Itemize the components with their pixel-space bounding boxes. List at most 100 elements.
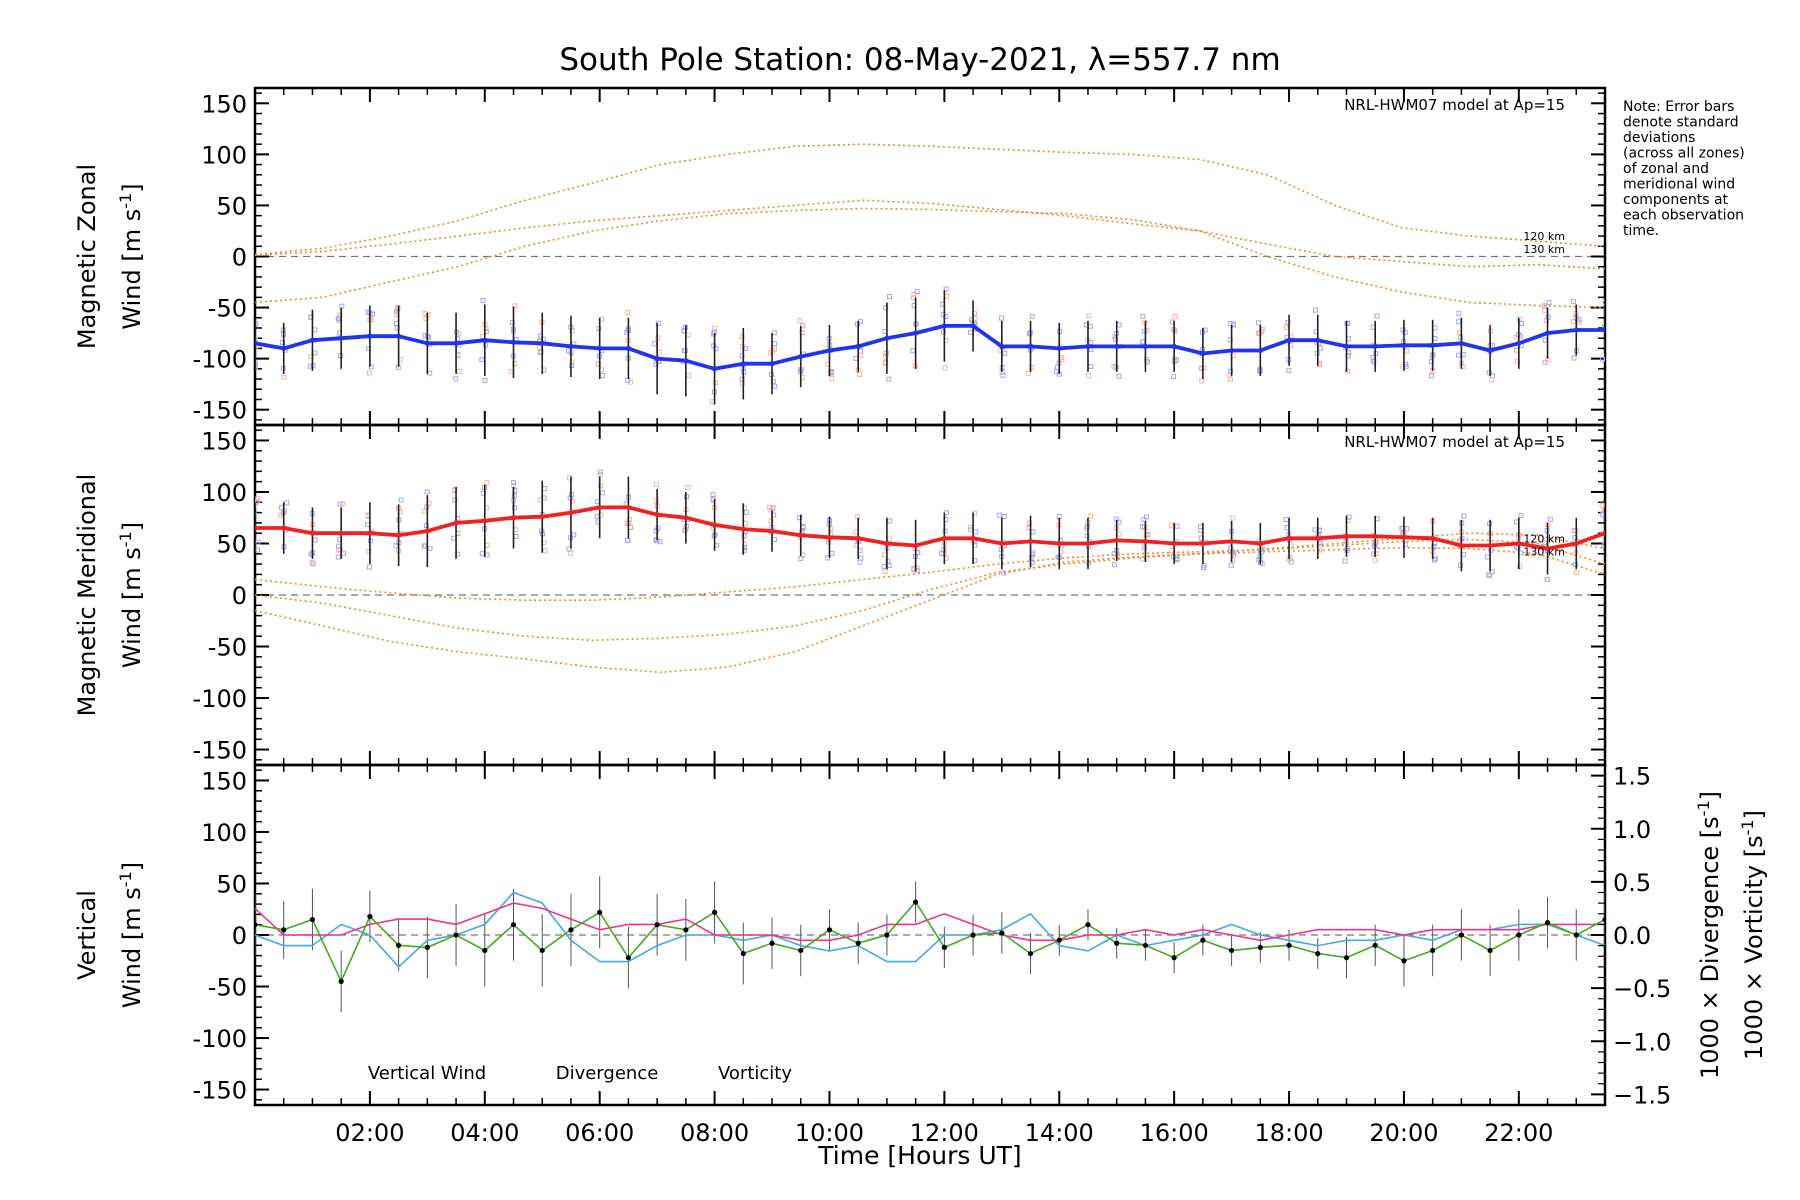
zone-sample bbox=[482, 377, 488, 383]
zone-sample bbox=[1456, 352, 1462, 358]
meridional-wind-point bbox=[1027, 538, 1034, 545]
zone-sample bbox=[456, 369, 462, 375]
meridional-wind-point bbox=[1401, 534, 1407, 540]
zone-sample bbox=[568, 550, 574, 556]
vertical-wind-series bbox=[255, 900, 1605, 984]
vertical-wind-point bbox=[1114, 940, 1120, 946]
meridional-wind-point bbox=[1085, 540, 1091, 547]
zonal-wind-point bbox=[999, 343, 1005, 349]
y-tick-label: 0 bbox=[232, 244, 247, 272]
zone-sample bbox=[657, 539, 663, 545]
zone-sample bbox=[600, 373, 606, 379]
zonal-wind-point bbox=[1602, 327, 1605, 333]
y-axis-title-sup: -1 bbox=[116, 531, 135, 547]
zone-sample bbox=[1227, 320, 1233, 326]
zonal-wind-point bbox=[683, 358, 689, 364]
zone-sample bbox=[711, 331, 717, 337]
zone-sample bbox=[654, 482, 660, 488]
right-axis-title-text: 1000 × Divergence [s bbox=[1696, 816, 1724, 1079]
vertical-wind-point bbox=[1516, 932, 1522, 938]
y-tick-label: -100 bbox=[193, 346, 247, 374]
zonal-wind-point bbox=[1458, 340, 1464, 346]
meridional-wind-point bbox=[597, 504, 603, 511]
zone-sample bbox=[800, 323, 806, 329]
zone-sample bbox=[1374, 313, 1380, 319]
zone-sample bbox=[1606, 301, 1610, 305]
zone-sample bbox=[1489, 377, 1495, 383]
zone-sample bbox=[881, 564, 887, 570]
meridional-wind-point bbox=[1257, 540, 1263, 547]
vertical-wind-point bbox=[740, 950, 746, 957]
zone-sample bbox=[312, 327, 318, 333]
note-line: of zonal and bbox=[1623, 161, 1709, 177]
zonal-wind-point bbox=[1200, 350, 1206, 357]
zone-sample bbox=[1486, 370, 1492, 376]
y-tick-label: 150 bbox=[201, 90, 247, 118]
vertical-wind-point bbox=[711, 909, 718, 915]
zone-sample bbox=[941, 329, 947, 335]
zone-sample bbox=[1140, 313, 1146, 319]
vertical-wind-point bbox=[625, 955, 632, 961]
zone-sample bbox=[886, 376, 892, 382]
zone-sample bbox=[1318, 345, 1324, 351]
zone-sample bbox=[484, 480, 490, 486]
zone-sample bbox=[829, 376, 835, 382]
y-tick-label: 100 bbox=[201, 141, 247, 169]
zone-sample bbox=[858, 352, 864, 358]
zone-sample bbox=[772, 383, 778, 389]
right-axis-title-divergence: 1000 × Divergence [s-1] bbox=[1694, 791, 1724, 1079]
zonal-wind-point bbox=[1544, 330, 1551, 336]
meridional-wind-point bbox=[884, 540, 890, 547]
zone-sample bbox=[423, 523, 429, 529]
y-tick-label: 0 bbox=[232, 922, 247, 950]
zone-sample bbox=[910, 294, 916, 300]
vertical-wind-point bbox=[913, 899, 919, 905]
zone-sample bbox=[1288, 559, 1294, 565]
zonal-wind-point bbox=[711, 366, 718, 372]
y-tick-label: -150 bbox=[193, 397, 247, 425]
divergence-series bbox=[255, 891, 1605, 969]
zone-sample bbox=[853, 355, 859, 361]
vertical-wind-point bbox=[1085, 922, 1091, 928]
vertical-wind-point bbox=[1430, 947, 1436, 954]
note-line: time. bbox=[1623, 223, 1659, 239]
zonal-wind-point bbox=[539, 340, 545, 346]
meridional-wind-point bbox=[740, 526, 746, 532]
zone-sample bbox=[536, 344, 542, 350]
vertical-wind-point bbox=[255, 922, 258, 928]
vertical-wind-point bbox=[1401, 958, 1407, 964]
vertical-wind-point bbox=[597, 909, 603, 915]
model-label: NRL-HWM07 model at Ap=15 bbox=[1344, 96, 1565, 114]
zone-sample bbox=[566, 546, 572, 552]
zone-sample bbox=[739, 353, 745, 359]
zone-sample bbox=[1256, 320, 1262, 326]
zone-sample bbox=[1603, 353, 1605, 359]
vertical-wind-point bbox=[1315, 950, 1321, 957]
zone-sample bbox=[943, 286, 949, 292]
zone-sample bbox=[368, 364, 374, 370]
zone-sample bbox=[1572, 534, 1578, 540]
meridional-wind-point bbox=[1315, 535, 1321, 541]
zone-sample bbox=[1088, 339, 1094, 345]
zone-sample bbox=[887, 518, 893, 524]
meridional-wind-point bbox=[568, 509, 574, 516]
zonal-wind-point bbox=[769, 361, 775, 367]
zone-sample bbox=[1172, 328, 1178, 334]
vertical-wind-point bbox=[1372, 942, 1378, 948]
zone-sample bbox=[885, 558, 891, 564]
zonal-wind-point bbox=[1286, 337, 1292, 343]
meridional-wind-point bbox=[769, 528, 775, 534]
zone-sample bbox=[1570, 319, 1576, 325]
zone-sample bbox=[596, 326, 602, 332]
zonal-wind-point bbox=[1315, 337, 1321, 343]
vertical-wind-point bbox=[424, 944, 430, 950]
zonal-wind-point bbox=[453, 340, 459, 346]
zone-sample bbox=[1029, 555, 1035, 561]
zone-sample bbox=[1485, 554, 1491, 560]
zonal-wind-point bbox=[884, 335, 890, 341]
y-axis-title-line2: Wind [m s-1] bbox=[116, 522, 146, 668]
panel-content bbox=[255, 469, 1605, 674]
note-line: Note: Error bars bbox=[1623, 99, 1734, 115]
y-axis-title-line1: Magnetic Meridional bbox=[73, 474, 101, 717]
model-curve bbox=[255, 207, 1605, 309]
